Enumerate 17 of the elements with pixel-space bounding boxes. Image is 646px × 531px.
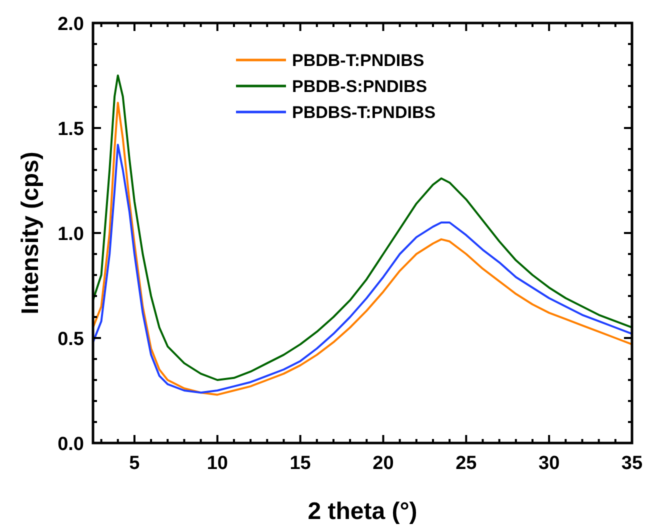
y-axis-title: Intensity (cps) bbox=[17, 152, 44, 314]
y-tick-label: 0.0 bbox=[58, 434, 84, 455]
x-tick-label: 15 bbox=[290, 453, 312, 474]
y-tick-label: 1.0 bbox=[58, 224, 84, 245]
y-tick-label: 2.0 bbox=[58, 14, 84, 35]
legend-label: PBDBS-T:PNDIBS bbox=[292, 103, 436, 122]
x-tick-label: 35 bbox=[621, 453, 643, 474]
x-tick-label: 25 bbox=[456, 453, 478, 474]
y-tick-label: 1.5 bbox=[58, 119, 84, 140]
x-tick-label: 20 bbox=[372, 453, 394, 474]
legend-label: PBDB-S:PNDIBS bbox=[292, 77, 428, 96]
x-tick-label: 30 bbox=[538, 453, 560, 474]
x-tick-label: 5 bbox=[129, 453, 140, 474]
legend-label: PBDB-T:PNDIBS bbox=[292, 51, 424, 70]
x-axis-title: 2 theta (°) bbox=[308, 498, 418, 525]
y-tick-label: 0.5 bbox=[58, 329, 84, 350]
x-tick-label: 10 bbox=[206, 453, 228, 474]
